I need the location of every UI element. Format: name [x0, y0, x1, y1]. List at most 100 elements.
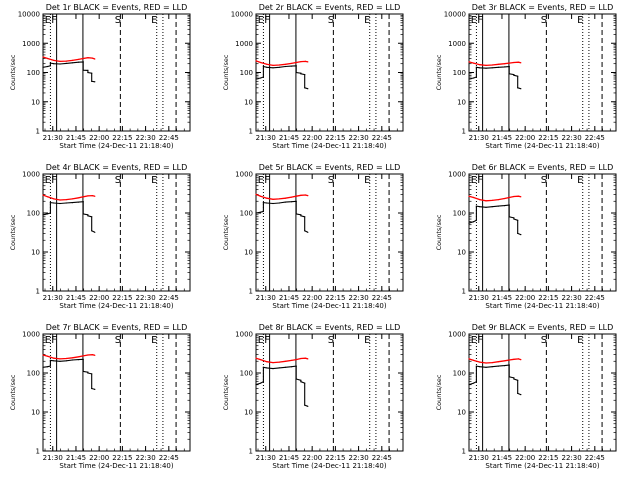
event-marker-label: E: [45, 335, 51, 346]
event-marker-label: E: [258, 15, 264, 26]
lld-data-point: [94, 354, 96, 356]
events-data-point: [262, 381, 264, 383]
event-marker-label: F: [51, 335, 57, 346]
events-data-point: [284, 366, 286, 368]
x-tick-label: 22:00: [515, 294, 535, 302]
x-tick-label: 21:30: [469, 294, 489, 302]
events-data-point: [479, 206, 481, 208]
lld-data-point: [53, 59, 55, 62]
events-data-point: [59, 360, 61, 362]
x-tick-label: 22:15: [325, 294, 345, 302]
y-axis-label: Counts/sec: [9, 374, 17, 410]
events-data-point: [78, 201, 80, 203]
events-data-point: [468, 222, 470, 224]
lld-data-point: [65, 60, 67, 62]
y-tick-label: 100: [453, 210, 466, 218]
events-data-point: [504, 66, 506, 68]
y-tick-label: 1: [36, 128, 40, 136]
y-tick-label: 1: [462, 288, 466, 296]
lld-data-point: [520, 62, 522, 64]
lld-data-point: [504, 360, 506, 362]
events-data-point: [272, 368, 274, 370]
lld-data-point: [53, 357, 55, 359]
x-tick-label: 22:45: [372, 294, 392, 302]
events-data-point: [291, 366, 293, 368]
events-data-point: [517, 232, 519, 234]
lld-data-point: [87, 195, 89, 197]
events-data-point: [71, 62, 73, 64]
events-data-point: [300, 379, 302, 381]
events-data-point: [82, 69, 84, 71]
event-marker-label: S: [328, 15, 334, 26]
x-tick-label: 22:00: [89, 454, 109, 462]
events-data-point: [520, 88, 522, 90]
events-data-point: [284, 201, 286, 203]
x-axis-label: Start Time (24-Dec-11 21:18:40): [59, 142, 173, 150]
lld-data-point: [272, 64, 274, 66]
event-marker-label: E: [258, 175, 264, 186]
lld-data-point: [304, 357, 307, 359]
lld-data-point: [304, 60, 307, 63]
events-data-point: [508, 364, 510, 366]
events-series-line: [468, 65, 521, 90]
events-data-point: [255, 212, 257, 214]
lld-data-point: [300, 357, 302, 360]
x-axis-label: Start Time (24-Dec-11 21:18:40): [485, 302, 599, 310]
events-data-point: [59, 63, 61, 65]
event-marker-label: F: [477, 175, 483, 186]
events-series-line: [42, 61, 95, 83]
chart-title: Det 8r BLACK = Events, RED = LLD: [259, 323, 401, 332]
event-marker-label: E: [258, 335, 264, 346]
events-series-line: [42, 201, 96, 233]
plot-frame: [468, 333, 617, 452]
x-tick-label: 22:45: [585, 454, 605, 462]
events-data-point: [468, 384, 470, 386]
y-tick-label: 1: [36, 448, 40, 456]
x-tick-label: 21:45: [492, 294, 512, 302]
lld-data-point: [497, 63, 499, 65]
y-tick-label: 1000: [235, 171, 253, 179]
events-data-point: [65, 360, 67, 362]
x-tick-label: 22:45: [585, 294, 605, 302]
events-data-point: [304, 87, 306, 89]
x-tick-label: 21:30: [469, 454, 489, 462]
lld-data-point: [284, 63, 286, 65]
lld-data-point: [504, 197, 506, 200]
events-data-point: [49, 359, 52, 361]
y-tick-label: 100: [27, 69, 40, 77]
lld-data-point: [508, 196, 510, 199]
lld-data-point: [284, 197, 286, 199]
events-data-point: [91, 80, 93, 82]
chart-title: Det 6r BLACK = Events, RED = LLD: [472, 163, 614, 172]
events-data-point: [94, 81, 96, 83]
y-tick-label: 1000: [448, 40, 466, 48]
events-data-point: [520, 234, 522, 236]
events-data-point: [260, 77, 262, 79]
y-tick-label: 10000: [18, 11, 40, 19]
events-data-point: [94, 231, 96, 233]
y-axis-label: Counts/sec: [435, 214, 443, 250]
events-data-point: [513, 378, 515, 380]
events-data-point: [307, 405, 309, 407]
detector-panel: Det 1r BLACK = Events, RED = LLD 1 10 100 10…: [0, 0, 213, 160]
event-marker-label: E: [45, 15, 51, 26]
y-axis-label: Counts/sec: [222, 54, 230, 90]
events-data-point: [504, 365, 506, 367]
event-marker-label: F: [51, 175, 57, 186]
lld-data-point: [485, 200, 487, 202]
detector-panel: Det 4r BLACK = Events, RED = LLD 1 10 100 10…: [0, 160, 213, 320]
event-marker-label: E: [577, 335, 583, 346]
events-data-point: [497, 66, 499, 68]
event-marker-label: S: [115, 15, 121, 26]
events-data-point: [78, 359, 80, 361]
lld-series-line: [255, 60, 308, 67]
y-axis-label: Counts/sec: [222, 214, 230, 250]
y-tick-label: 1: [462, 448, 466, 456]
lld-data-point: [304, 194, 307, 196]
event-marker-label: F: [477, 15, 483, 26]
plot-frame: [255, 333, 404, 452]
events-data-point: [87, 215, 89, 217]
lld-data-point: [82, 355, 84, 357]
events-data-point: [475, 381, 477, 383]
lld-data-point: [59, 60, 61, 63]
